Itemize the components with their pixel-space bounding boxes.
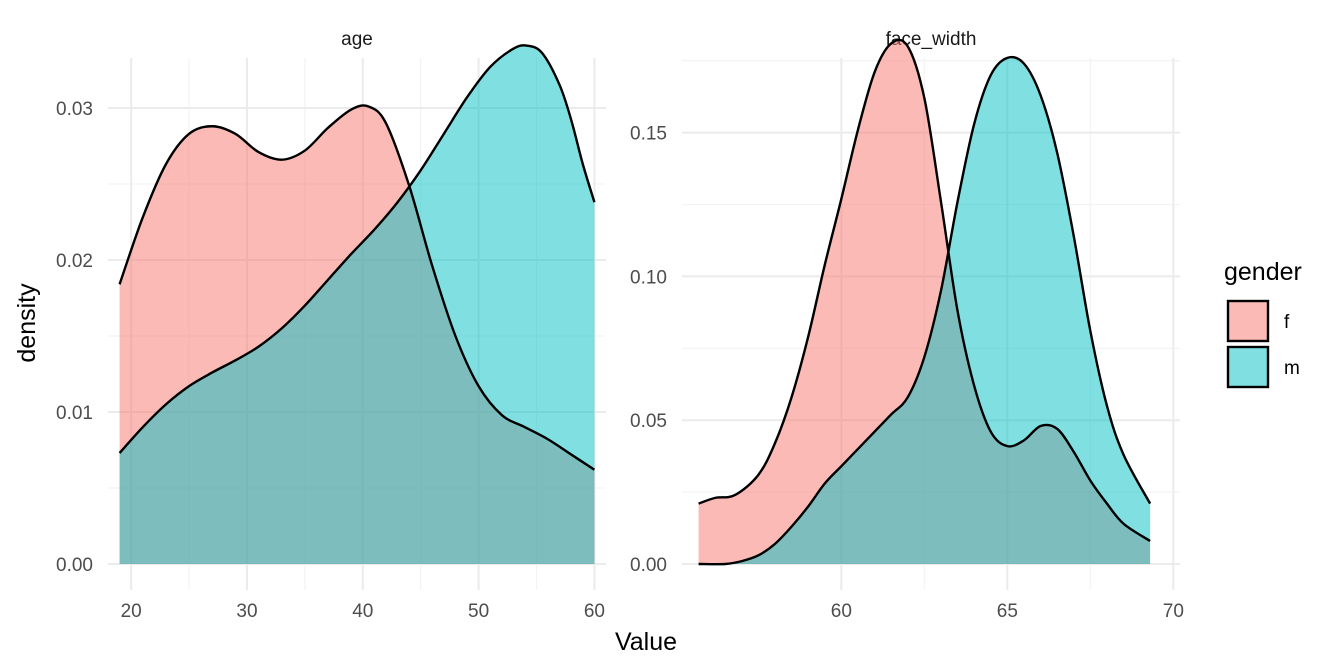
y-axis-title: density bbox=[13, 283, 41, 363]
y-tick-label: 0.05 bbox=[630, 411, 667, 432]
legend-label-f: f bbox=[1284, 312, 1290, 333]
x-tick-label: 20 bbox=[121, 601, 142, 622]
x-tick-label: 60 bbox=[584, 601, 605, 622]
panel-age: age 20 30 40 50 60 0.00 0.01 0.02 0.03 bbox=[56, 29, 606, 622]
x-tick-label: 40 bbox=[352, 601, 373, 622]
panel-series bbox=[118, 44, 596, 565]
density-line-f bbox=[698, 38, 1151, 543]
x-tick-label: 65 bbox=[997, 601, 1018, 622]
density-line-m bbox=[698, 55, 1152, 566]
x-tick-label: 60 bbox=[831, 601, 852, 622]
x-axis-title: Value bbox=[615, 628, 677, 656]
legend-entry-m: m bbox=[1226, 345, 1300, 389]
y-tick-label: 0.00 bbox=[56, 555, 93, 576]
panel-face_width: face_width 60 65 70 0.00 0.05 0.10 0.15 bbox=[630, 29, 1184, 622]
panels-layer: age 20 30 40 50 60 0.00 0.01 0.02 0.03 face_width 6… bbox=[56, 29, 1184, 622]
y-tick-label: 0.02 bbox=[56, 251, 93, 272]
panel-tick-labels: 20 30 40 50 60 0.00 0.01 0.02 0.03 bbox=[56, 99, 605, 622]
density-area-m bbox=[698, 57, 1151, 565]
y-tick-label: 0.01 bbox=[56, 403, 93, 424]
legend-swatch-f bbox=[1226, 299, 1270, 343]
density-area-m bbox=[119, 45, 595, 564]
x-tick-label: 30 bbox=[236, 601, 257, 622]
y-tick-label: 0.15 bbox=[630, 124, 667, 145]
x-tick-label: 50 bbox=[468, 601, 489, 622]
y-tick-label: 0.00 bbox=[630, 555, 667, 576]
density-line-m bbox=[118, 44, 596, 454]
legend-entry-f: f bbox=[1226, 299, 1290, 343]
y-tick-label: 0.10 bbox=[630, 267, 667, 288]
x-tick-label: 70 bbox=[1163, 601, 1184, 622]
density-line-f bbox=[118, 104, 596, 471]
legend-swatch-m bbox=[1226, 345, 1270, 389]
panel-title-face_width: face_width bbox=[886, 29, 977, 50]
panel-series bbox=[698, 38, 1152, 566]
y-tick-label: 0.03 bbox=[56, 99, 93, 120]
legend: gender f m bbox=[1224, 258, 1302, 389]
panel-title-age: age bbox=[341, 29, 373, 50]
panel-tick-labels: 60 65 70 0.00 0.05 0.10 0.15 bbox=[630, 124, 1184, 622]
legend-title: gender bbox=[1224, 258, 1302, 286]
legend-label-m: m bbox=[1284, 358, 1300, 379]
